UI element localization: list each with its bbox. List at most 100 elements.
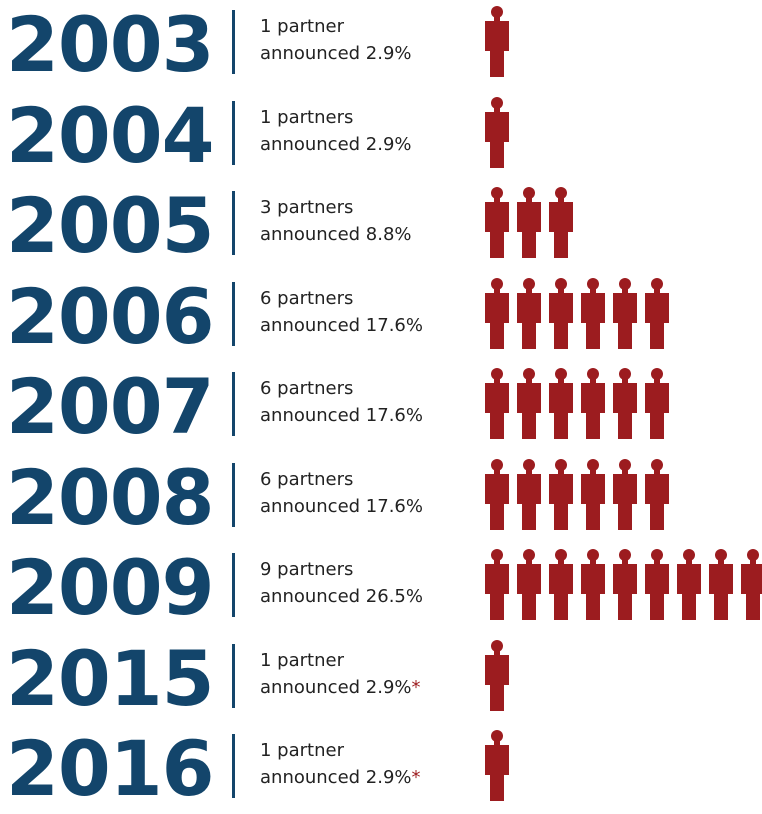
partner-count-label: 1 partner bbox=[260, 740, 344, 761]
person-icon bbox=[549, 368, 573, 439]
partner-count-label: 1 partner bbox=[260, 16, 344, 37]
year-label: 2006 bbox=[6, 272, 215, 361]
partner-count-label: 6 partners bbox=[260, 378, 354, 399]
announced-percent-text: announced 17.6% bbox=[260, 496, 423, 517]
person-icon bbox=[613, 549, 637, 620]
partner-count-label: 6 partners bbox=[260, 469, 354, 490]
partner-count-label: 9 partners bbox=[260, 559, 354, 580]
row-description: 6 partners announced 17.6% bbox=[260, 375, 423, 429]
divider bbox=[232, 734, 235, 798]
person-icon bbox=[485, 730, 509, 801]
year-label: 2003 bbox=[6, 0, 215, 89]
partner-count-label: 1 partners bbox=[260, 107, 354, 128]
person-icon bbox=[485, 549, 509, 620]
partner-count-label: 6 partners bbox=[260, 288, 354, 309]
person-icon bbox=[677, 549, 701, 620]
chart-row: 2015 1 partner announced 2.9%* bbox=[0, 634, 762, 724]
person-icon bbox=[485, 6, 509, 77]
announced-label: announced 8.8% bbox=[260, 221, 412, 248]
person-icon bbox=[549, 549, 573, 620]
person-icon bbox=[517, 549, 541, 620]
announced-percent-text: announced 17.6% bbox=[260, 405, 423, 426]
person-icon bbox=[581, 459, 605, 530]
chart-row: 2007 6 partners announced 17.6% bbox=[0, 362, 762, 452]
person-icons bbox=[478, 459, 762, 531]
person-icon bbox=[517, 278, 541, 349]
year-label: 2005 bbox=[6, 181, 215, 270]
row-description: 6 partners announced 17.6% bbox=[260, 285, 423, 339]
announced-percent-text: announced 2.9% bbox=[260, 677, 412, 698]
year-label: 2009 bbox=[6, 543, 215, 632]
row-description: 6 partners announced 17.6% bbox=[260, 466, 423, 520]
chart-row: 2009 9 partners announced 26.5% bbox=[0, 543, 762, 633]
person-icon bbox=[549, 278, 573, 349]
chart-row: 2004 1 partners announced 2.9% bbox=[0, 91, 762, 181]
announced-percent-text: announced 2.9% bbox=[260, 134, 412, 155]
person-icon bbox=[517, 459, 541, 530]
announced-percent-text: announced 2.9% bbox=[260, 43, 412, 64]
row-description: 1 partner announced 2.9% bbox=[260, 13, 412, 67]
person-icon bbox=[485, 640, 509, 711]
person-icon bbox=[581, 368, 605, 439]
announced-percent-text: announced 26.5% bbox=[260, 586, 423, 607]
person-icon bbox=[485, 97, 509, 168]
announced-label: announced 26.5% bbox=[260, 583, 423, 610]
asterisk: * bbox=[411, 677, 421, 698]
person-icons bbox=[478, 368, 762, 440]
person-icon bbox=[741, 549, 762, 620]
person-icon bbox=[645, 459, 669, 530]
person-icons bbox=[478, 640, 762, 712]
divider bbox=[232, 10, 235, 74]
chart-row: 2003 1 partner announced 2.9% bbox=[0, 0, 762, 90]
person-icons bbox=[478, 6, 762, 78]
row-description: 9 partners announced 26.5% bbox=[260, 556, 423, 610]
row-description: 1 partner announced 2.9%* bbox=[260, 647, 421, 701]
year-label: 2008 bbox=[6, 453, 215, 542]
person-icon bbox=[581, 278, 605, 349]
asterisk: * bbox=[411, 767, 421, 788]
chart-row: 2006 6 partners announced 17.6% bbox=[0, 272, 762, 362]
announced-label: announced 2.9%* bbox=[260, 764, 421, 791]
person-icon bbox=[485, 187, 509, 258]
partner-count-label: 3 partners bbox=[260, 197, 354, 218]
row-description: 1 partners announced 2.9% bbox=[260, 104, 412, 158]
person-icon bbox=[517, 368, 541, 439]
person-icons bbox=[478, 549, 762, 621]
partner-count-label: 1 partner bbox=[260, 650, 344, 671]
person-icon bbox=[709, 549, 733, 620]
person-icons bbox=[478, 730, 762, 802]
person-icon bbox=[485, 278, 509, 349]
chart-row: 2005 3 partners announced 8.8% bbox=[0, 181, 762, 271]
person-icon bbox=[485, 459, 509, 530]
year-label: 2015 bbox=[6, 634, 215, 723]
divider bbox=[232, 463, 235, 527]
divider bbox=[232, 191, 235, 255]
year-label: 2004 bbox=[6, 91, 215, 180]
person-icon bbox=[613, 278, 637, 349]
chart-row: 2008 6 partners announced 17.6% bbox=[0, 453, 762, 543]
announced-percent-text: announced 17.6% bbox=[260, 315, 423, 336]
announced-label: announced 17.6% bbox=[260, 312, 423, 339]
announced-label: announced 2.9% bbox=[260, 131, 412, 158]
person-icon bbox=[517, 187, 541, 258]
year-label: 2007 bbox=[6, 362, 215, 451]
divider bbox=[232, 644, 235, 708]
announced-percent-text: announced 8.8% bbox=[260, 224, 412, 245]
person-icon bbox=[613, 459, 637, 530]
person-icon bbox=[581, 549, 605, 620]
person-icons bbox=[478, 187, 762, 259]
announced-label: announced 2.9%* bbox=[260, 674, 421, 701]
divider bbox=[232, 372, 235, 436]
person-icon bbox=[613, 368, 637, 439]
divider bbox=[232, 553, 235, 617]
divider bbox=[232, 282, 235, 346]
chart-row: 2016 1 partner announced 2.9%* bbox=[0, 724, 762, 814]
person-icon bbox=[645, 549, 669, 620]
year-label: 2016 bbox=[6, 724, 215, 813]
person-icon bbox=[549, 187, 573, 258]
row-description: 3 partners announced 8.8% bbox=[260, 194, 412, 248]
divider bbox=[232, 101, 235, 165]
person-icons bbox=[478, 97, 762, 169]
person-icon bbox=[645, 278, 669, 349]
person-icon bbox=[549, 459, 573, 530]
